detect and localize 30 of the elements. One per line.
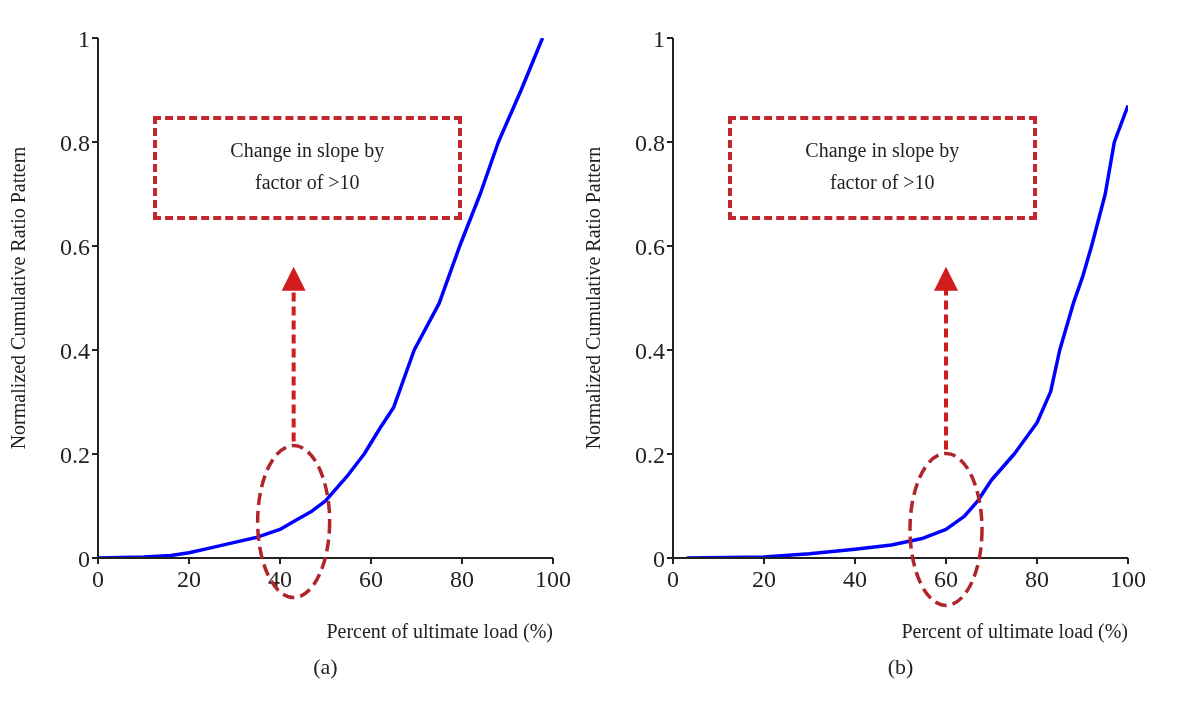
y-tick-label: 0.2 xyxy=(60,441,90,468)
y-axis-title: Normalized Cumulative Ratio Pattern xyxy=(582,146,605,450)
x-tick-label: 80 xyxy=(450,566,474,593)
y-tick-label: 0.2 xyxy=(635,441,665,468)
y-tick-label: 0.6 xyxy=(635,233,665,260)
x-axis-title: Percent of ultimate load (%) xyxy=(901,620,1128,643)
y-tick-label: 0.8 xyxy=(60,129,90,156)
x-tick-label: 60 xyxy=(934,566,958,593)
y-tick-label: 0 xyxy=(653,545,665,572)
y-tick-label: 0.4 xyxy=(635,337,665,364)
y-tick-label: 0 xyxy=(78,545,90,572)
text: (a) xyxy=(312,654,339,680)
x-tick-label: 80 xyxy=(1025,566,1049,593)
y-tick-label: 0.8 xyxy=(635,129,665,156)
x-tick-label: 20 xyxy=(177,566,201,593)
y-tick-label: 1 xyxy=(78,25,90,52)
y-axis-title: Normalized Cumulative Ratio Pattern xyxy=(7,146,30,450)
x-tick-label: 20 xyxy=(752,566,776,593)
x-tick-label: 100 xyxy=(535,566,571,593)
x-axis-title: Percent of ultimate load (%) xyxy=(326,620,553,643)
annotation: Change in slope by factor of >10 xyxy=(229,138,386,195)
x-tick-label: 100 xyxy=(1110,566,1146,593)
annotation: Change in slope by factor of >10 xyxy=(804,138,961,195)
line-series xyxy=(684,103,1128,558)
y-tick-label: 1 xyxy=(653,25,665,52)
x-tick-label: 40 xyxy=(843,566,867,593)
text: (b) xyxy=(886,654,915,680)
y-tick-label: 0.6 xyxy=(60,233,90,260)
y-tick-label: 0.4 xyxy=(60,337,90,364)
x-tick-label: 60 xyxy=(359,566,383,593)
